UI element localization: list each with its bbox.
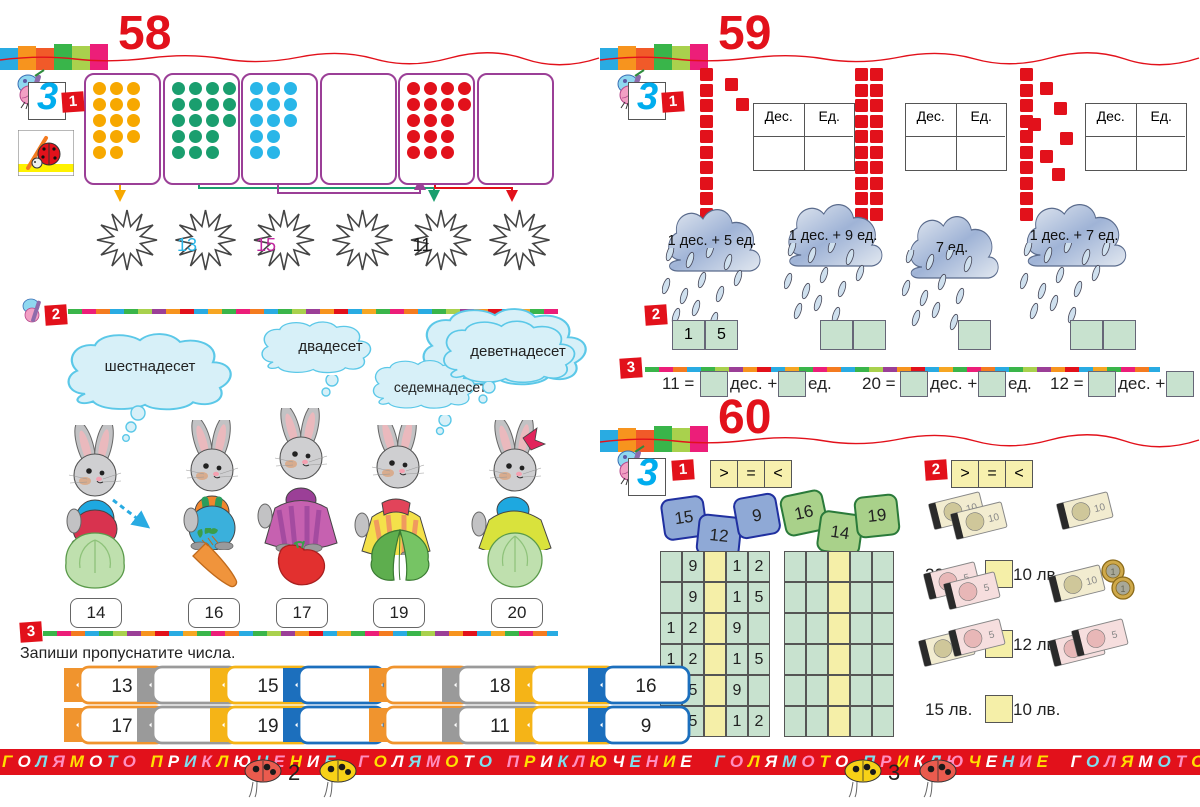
svg-text:11: 11 bbox=[490, 716, 510, 737]
svg-text:15: 15 bbox=[257, 676, 278, 697]
svg-text:17: 17 bbox=[111, 716, 132, 737]
svg-text:9: 9 bbox=[641, 716, 652, 737]
svg-text:19: 19 bbox=[257, 716, 278, 737]
svg-text:18: 18 bbox=[489, 676, 510, 697]
svg-text:13: 13 bbox=[111, 676, 132, 697]
svg-text:16: 16 bbox=[635, 676, 656, 697]
